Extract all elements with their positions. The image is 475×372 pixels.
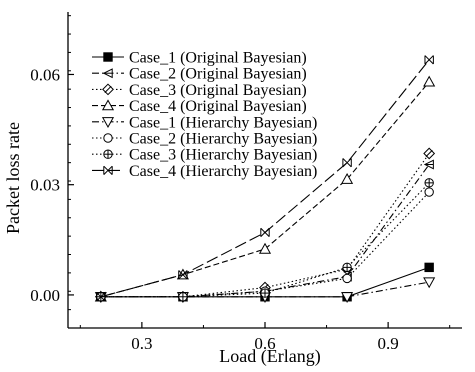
point-marker — [101, 99, 115, 111]
point-marker — [423, 277, 436, 289]
series-line — [100, 164, 430, 298]
legend-label: Case_4 (Hierarchy Bayesian) — [129, 163, 317, 180]
series-7 — [96, 178, 434, 302]
point-marker — [103, 165, 113, 175]
point-marker — [103, 52, 113, 62]
legend-label: Case_3 (Hierarchy Bayesian) — [129, 147, 317, 164]
legend-label: Case_3 (Original Bayesian) — [129, 82, 307, 99]
y-axis-title: Packet loss rate — [3, 122, 23, 234]
point-marker — [424, 187, 434, 197]
point-marker — [341, 292, 354, 304]
point-marker — [342, 273, 352, 284]
legend-entry: Case_2 (Hierarchy Bayesian) — [92, 131, 317, 148]
legend-entry: Case_4 (Hierarchy Bayesian) — [92, 163, 317, 180]
legend: Case_1 (Original Bayesian)Case_2 (Origin… — [92, 50, 317, 180]
x-tick-label: 0.3 — [131, 334, 152, 353]
x-tick-label: 0.6 — [254, 334, 275, 353]
legend-entry: Case_3 (Hierarchy Bayesian) — [92, 147, 317, 164]
point-marker — [103, 133, 113, 143]
series-8 — [96, 55, 434, 302]
point-marker — [96, 292, 106, 302]
point-marker — [341, 172, 354, 184]
point-marker — [423, 75, 436, 87]
x-axis-title: Load (Erlang) — [219, 346, 320, 367]
legend-label: Case_1 (Original Bayesian) — [129, 50, 307, 67]
point-marker — [258, 242, 272, 254]
y-ticks: 0.00 0.03 0.06 — [30, 15, 74, 329]
point-marker-detail — [425, 149, 433, 158]
y-tick-label: 0.00 — [30, 286, 60, 305]
point-marker — [424, 262, 434, 273]
x-tick-label: 0.9 — [378, 334, 399, 353]
legend-entry: Case_2 (Original Bayesian) — [92, 66, 307, 83]
legend-entry: Case_1 (Hierarchy Bayesian) — [92, 114, 317, 131]
legend-entry: Case_1 (Original Bayesian) — [92, 50, 307, 67]
point-marker — [101, 117, 115, 129]
legend-label: Case_2 (Original Bayesian) — [129, 66, 307, 83]
legend-label: Case_1 (Hierarchy Bayesian) — [129, 114, 317, 131]
series-layer — [94, 55, 436, 304]
point-marker — [342, 158, 352, 168]
point-marker-detail — [104, 85, 112, 93]
point-marker — [178, 270, 188, 280]
point-marker — [424, 55, 434, 65]
x-ticks: 0.3 0.6 0.9 — [79, 322, 451, 353]
legend-label: Case_4 (Original Bayesian) — [129, 98, 307, 115]
legend-entry: Case_4 (Original Bayesian) — [92, 98, 307, 115]
y-tick-label: 0.06 — [30, 65, 60, 84]
legend-entry: Case_3 (Original Bayesian) — [92, 82, 307, 99]
point-marker — [260, 227, 270, 238]
series-2 — [95, 159, 434, 302]
legend-label: Case_2 (Hierarchy Bayesian) — [129, 131, 317, 148]
y-tick-label: 0.03 — [30, 176, 60, 195]
series-line — [100, 182, 430, 298]
